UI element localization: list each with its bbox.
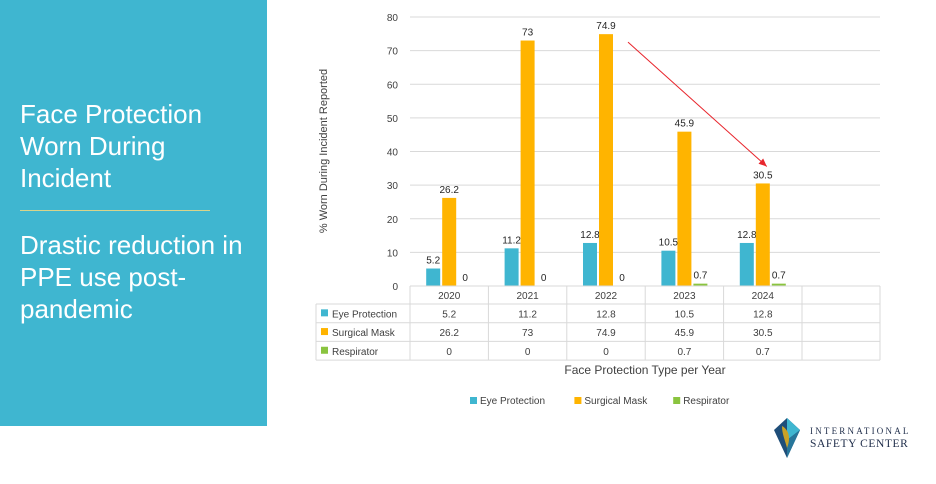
data-label: 26.2 bbox=[439, 185, 459, 196]
table-cell: 10.5 bbox=[675, 309, 695, 320]
data-label: 5.2 bbox=[426, 256, 440, 267]
table-cell: 74.9 bbox=[596, 328, 616, 339]
table-cell: 26.2 bbox=[439, 328, 459, 339]
x-axis-title: Face Protection Type per Year bbox=[564, 363, 725, 377]
data-label: 0 bbox=[619, 273, 625, 284]
data-label: 12.8 bbox=[737, 230, 757, 241]
bar-respirator bbox=[693, 283, 708, 286]
data-label: 0.7 bbox=[772, 271, 786, 282]
bar-eye-protection bbox=[426, 268, 441, 286]
table-cell: 5.2 bbox=[442, 309, 456, 320]
x-tick-label: 2021 bbox=[516, 291, 539, 302]
data-label: 74.9 bbox=[596, 21, 616, 32]
bar-eye-protection bbox=[739, 242, 754, 286]
table-cell: 0.7 bbox=[677, 347, 691, 358]
bar-respirator bbox=[771, 283, 786, 286]
legend-key bbox=[574, 397, 582, 404]
bar-surgical-mask bbox=[520, 40, 535, 286]
table-cell: 11.2 bbox=[518, 309, 537, 320]
side-panel: Face Protection Worn During Incident Dra… bbox=[0, 0, 267, 426]
title-divider bbox=[20, 210, 210, 211]
x-tick-label: 2024 bbox=[752, 291, 775, 302]
y-tick-label: 20 bbox=[387, 215, 399, 226]
legend-label: Eye Protection bbox=[480, 396, 545, 407]
table-legend-key bbox=[321, 346, 328, 354]
table-cell: 0 bbox=[446, 347, 452, 358]
table-row-label: Eye Protection bbox=[332, 309, 397, 320]
table-cell: 45.9 bbox=[675, 328, 695, 339]
legend-key bbox=[673, 397, 681, 404]
y-tick-label: 50 bbox=[387, 114, 399, 125]
y-tick-label: 40 bbox=[387, 148, 399, 159]
isc-logo: INTERNATIONAL SAFETY CENTER bbox=[770, 416, 930, 464]
y-tick-label: 70 bbox=[387, 47, 399, 58]
bar-surgical-mask bbox=[755, 183, 770, 286]
table-cell: 0 bbox=[525, 347, 531, 358]
bar-surgical-mask bbox=[599, 34, 613, 287]
x-tick-label: 2020 bbox=[438, 291, 461, 302]
legend-label: Respirator bbox=[683, 396, 730, 407]
x-tick-label: 2023 bbox=[673, 291, 696, 302]
data-label: 11.2 bbox=[502, 235, 521, 246]
y-tick-label: 30 bbox=[387, 181, 399, 192]
logo-text-line1: INTERNATIONAL bbox=[810, 426, 911, 436]
bar-surgical-mask bbox=[442, 197, 457, 286]
table-row-label: Respirator bbox=[332, 347, 379, 358]
bar-eye-protection bbox=[661, 250, 676, 286]
data-label: 0 bbox=[462, 273, 468, 284]
y-tick-label: 60 bbox=[387, 80, 399, 91]
data-label: 12.8 bbox=[580, 230, 600, 241]
table-cell: 0.7 bbox=[756, 347, 770, 358]
bar-eye-protection bbox=[583, 242, 597, 286]
bar-eye-protection bbox=[504, 248, 519, 286]
bar-surgical-mask bbox=[677, 131, 692, 286]
table-cell: 12.8 bbox=[753, 309, 773, 320]
data-label: 45.9 bbox=[675, 119, 695, 130]
table-cell: 73 bbox=[522, 328, 534, 339]
data-label: 0.7 bbox=[693, 271, 707, 282]
legend-key bbox=[470, 397, 477, 404]
trend-arrow bbox=[627, 41, 768, 167]
data-label: 0 bbox=[541, 273, 547, 284]
y-tick-label: 80 bbox=[387, 13, 399, 24]
table-cell: 30.5 bbox=[753, 328, 773, 339]
table-cell: 0 bbox=[603, 347, 609, 358]
data-label: 10.5 bbox=[659, 238, 679, 249]
data-label: 30.5 bbox=[753, 170, 773, 181]
table-legend-key bbox=[321, 309, 328, 317]
legend-label: Surgical Mask bbox=[584, 396, 648, 407]
y-tick-label: 10 bbox=[387, 248, 399, 259]
x-tick-label: 2022 bbox=[595, 291, 618, 302]
table-cell: 12.8 bbox=[596, 309, 616, 320]
trend-arrow-head bbox=[758, 158, 767, 167]
table-row-label: Surgical Mask bbox=[332, 328, 396, 339]
slide-title: Face Protection Worn During Incident bbox=[20, 99, 203, 193]
logo-text-line2: SAFETY CENTER bbox=[810, 438, 909, 450]
slide-subtitle: Drastic reduction in PPE use post-pandem… bbox=[20, 230, 243, 324]
data-label: 73 bbox=[522, 28, 534, 39]
y-axis-title: % Worn During Incident Reported bbox=[318, 69, 330, 233]
y-tick-label: 0 bbox=[392, 282, 398, 293]
table-legend-key bbox=[321, 328, 328, 336]
logo-emblem-icon bbox=[774, 418, 800, 458]
